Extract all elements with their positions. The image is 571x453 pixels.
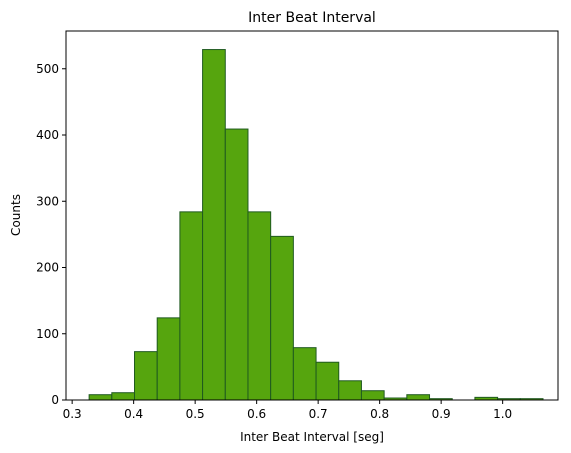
y-axis-label: Counts [9, 194, 23, 236]
chart-title: Inter Beat Interval [248, 10, 376, 26]
y-tick-label: 100 [36, 327, 59, 341]
histogram-bar-10 [315, 361, 340, 401]
y-tick-label: 0 [51, 393, 59, 407]
histogram-bar-8 [270, 235, 294, 401]
x-tick-label: 0.5 [186, 407, 205, 421]
y-tick-label: 200 [36, 261, 59, 275]
x-axis-label: Inter Beat Interval [seg] [240, 430, 384, 444]
histogram-bar-1 [111, 392, 136, 401]
bars-group [88, 49, 544, 401]
x-tick-label: 1.0 [493, 407, 512, 421]
histogram-bar-0 [88, 394, 113, 401]
plot-frame [65, 30, 559, 401]
histogram-bar-4 [179, 211, 204, 401]
histogram-bar-5 [202, 49, 226, 401]
histogram-bar-12 [360, 390, 385, 401]
histogram-bar-11 [338, 380, 362, 401]
histogram-bar-9 [292, 347, 317, 401]
x-tick-label: 0.4 [124, 407, 143, 421]
y-tick-label: 500 [36, 62, 59, 76]
histogram-bar-6 [224, 128, 249, 401]
y-axis-ticks: 0 100 200 300 400 500 [36, 62, 66, 407]
x-tick-label: 0.3 [63, 407, 82, 421]
y-tick-label: 400 [36, 128, 59, 142]
histogram-bar-2 [134, 351, 158, 401]
histogram-bar-3 [156, 317, 181, 401]
x-tick-label: 0.8 [370, 407, 389, 421]
histogram-bar-14 [406, 394, 431, 401]
x-tick-label: 0.9 [432, 407, 451, 421]
histogram-bar-7 [247, 211, 272, 401]
x-tick-label: 0.7 [309, 407, 328, 421]
x-axis-ticks: 0.3 0.4 0.5 0.6 0.7 0.8 0.9 1.0 [63, 400, 512, 421]
x-tick-label: 0.6 [247, 407, 266, 421]
y-tick-label: 300 [36, 194, 59, 208]
